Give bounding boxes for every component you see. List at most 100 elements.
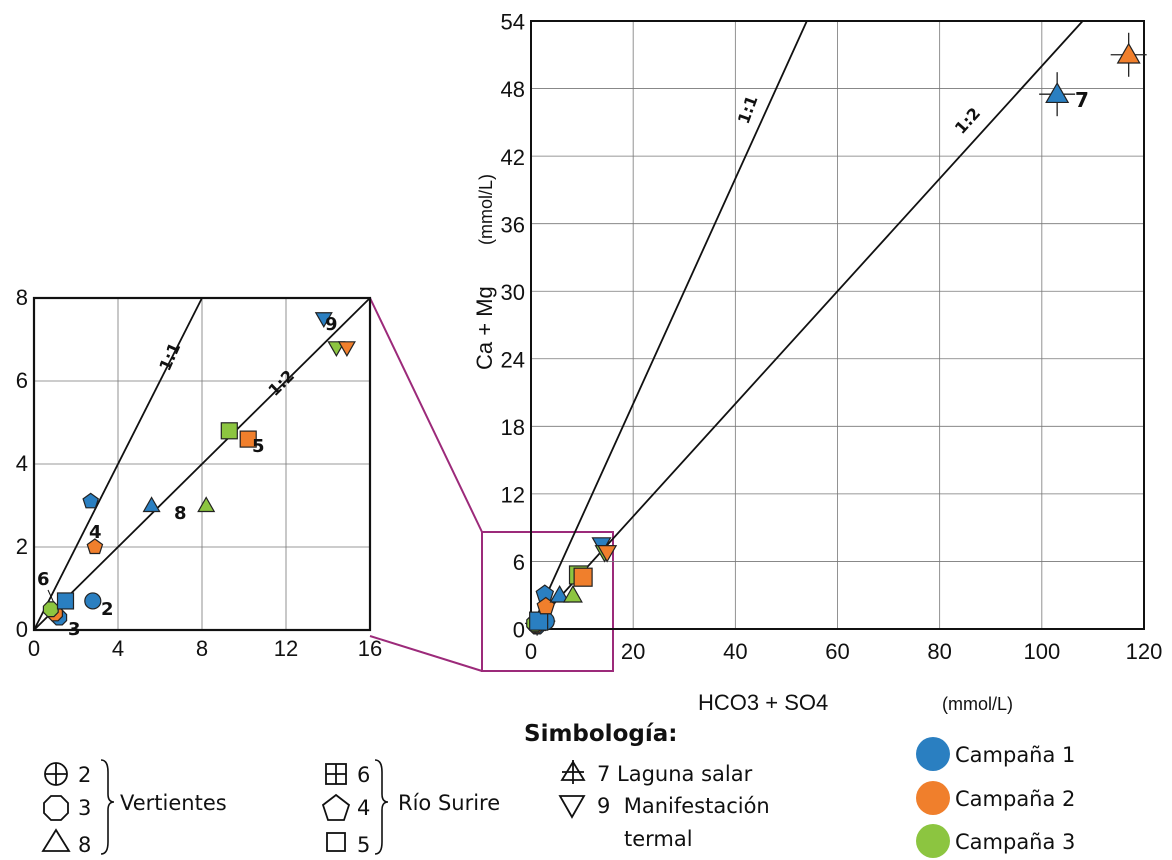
- y-tick-label: 6: [513, 550, 525, 575]
- point-label-7: 7: [1075, 88, 1089, 112]
- x-tick-label: 0: [28, 636, 40, 661]
- y-axis-label: Ca + Mg: [472, 286, 497, 370]
- ref-line-1-1: [530, 20, 808, 630]
- ref-line-label-1-1: 1:1: [155, 340, 184, 374]
- ref-line-1-2: [530, 20, 1084, 630]
- point-label-8: 8: [174, 503, 187, 524]
- x-tick-label: 16: [358, 636, 382, 661]
- x-tick-label: 60: [825, 639, 849, 664]
- legend-manifestacion-termal: 9 Manifestación: [597, 794, 770, 818]
- legend-octagon-icon: [43, 795, 69, 821]
- marker-pentagon: [536, 596, 556, 615]
- marker-triangle: [549, 585, 570, 603]
- y-tick-label: 18: [501, 415, 525, 440]
- y-tick-label: 12: [501, 483, 525, 508]
- y-tick-label: 6: [16, 368, 28, 393]
- y-tick-label: 0: [16, 617, 28, 642]
- point-label-5: 5: [252, 436, 265, 457]
- zoom-connector-bottom: [369, 635, 483, 672]
- marker-triangle: [1116, 42, 1141, 64]
- ref-line-1-2: [33, 297, 371, 631]
- y-tick-label: 42: [501, 145, 525, 170]
- marker-square: [220, 422, 238, 440]
- point-label-2: 2: [101, 599, 114, 620]
- legend-id-3: 3: [78, 796, 91, 820]
- x-tick-label: 12: [274, 636, 298, 661]
- marker-triangle: [562, 585, 583, 603]
- x-tick-label: 40: [723, 639, 747, 664]
- legend-triangle-icon: [41, 828, 71, 852]
- ref-line-1-1: [33, 297, 203, 631]
- legend-triangle-down-icon: [558, 795, 586, 819]
- legend-campaign-3: Campaña 3: [955, 830, 1075, 854]
- y-tick-label: 2: [16, 534, 28, 559]
- y-tick-label: 8: [16, 285, 28, 310]
- x-axis-label: HCO3 + SO4: [698, 690, 828, 715]
- legend-campaign-2-swatch: [916, 781, 950, 815]
- y-tick-label: 0: [513, 618, 525, 643]
- y-axis-unit: (mmol/L): [476, 174, 496, 245]
- legend-brace-icon: [374, 759, 389, 855]
- marker-triangle-down: [337, 341, 356, 358]
- legend-group-rio-surire: Río Surire: [398, 791, 500, 815]
- legend-id-2: 2: [78, 763, 91, 787]
- marker-triangle: [197, 496, 216, 513]
- x-tick-label: 80: [927, 639, 951, 664]
- ref-line-label-1-2: 1:2: [951, 104, 984, 138]
- point-label-6: 6: [37, 569, 50, 590]
- legend-circle-plus-icon: [44, 762, 68, 786]
- legend: Simbología: 2 3 8 Vertientes 6 4 5 Río S…: [41, 721, 1075, 858]
- legend-id-4: 4: [357, 796, 370, 820]
- ref-line-label-1-2: 1:2: [264, 366, 298, 400]
- marker-triangle-down: [597, 545, 618, 563]
- main-chart: Ca + Mg (mmol/L) HCO3 + SO4 (mmol/L) 1:1…: [472, 10, 1162, 715]
- marker-circle: [84, 592, 102, 610]
- marker-pentagon: [82, 492, 100, 509]
- marker-octagon: [42, 601, 59, 618]
- y-tick-label: 48: [501, 77, 525, 102]
- zoom-box: [481, 531, 614, 672]
- zoom-connector: [369, 297, 614, 672]
- y-tick-label: 54: [501, 10, 525, 35]
- legend-campaign-1-swatch: [916, 737, 950, 771]
- legend-id-6: 6: [357, 763, 370, 787]
- y-tick-label: 24: [501, 347, 525, 372]
- point-label-4: 4: [89, 522, 102, 543]
- marker-triangle-down: [314, 312, 333, 328]
- point-label-9: 9: [325, 314, 338, 335]
- legend-pentagon-icon: [321, 793, 351, 821]
- marker-triangle: [1045, 81, 1070, 104]
- inset-frame: [32, 296, 372, 632]
- ref-line-label-1-1: 1:1: [734, 93, 762, 126]
- marker-square: [529, 611, 549, 631]
- legend-title: Simbología:: [524, 721, 677, 747]
- y-tick-label: 30: [501, 280, 525, 305]
- legend-square-plus-icon: [325, 763, 347, 785]
- legend-triangle-plus-icon: [560, 760, 586, 784]
- marker-square: [56, 592, 75, 610]
- y-tick-label: 36: [501, 212, 525, 237]
- x-tick-label: 120: [1126, 639, 1163, 664]
- marker-triangle: [142, 496, 161, 513]
- legend-campaign-1: Campaña 1: [955, 743, 1075, 767]
- marker-pentagon: [86, 538, 104, 555]
- x-tick-label: 100: [1023, 639, 1060, 664]
- x-tick-label: 8: [196, 636, 208, 661]
- zoom-connector-top: [369, 297, 483, 533]
- x-tick-label: 4: [112, 636, 124, 661]
- y-tick-label: 4: [16, 451, 28, 476]
- legend-group-vertientes: Vertientes: [120, 791, 227, 815]
- legend-laguna-salar: 7 Laguna salar: [597, 762, 753, 786]
- legend-brace-icon: [100, 759, 115, 855]
- legend-manifestacion-termal-line2: termal: [624, 827, 693, 851]
- legend-campaign-3-swatch: [916, 824, 950, 858]
- marker-square: [239, 430, 257, 448]
- legend-id-5: 5: [357, 833, 370, 857]
- marker-square: [573, 567, 593, 587]
- x-tick-label: 20: [621, 639, 645, 664]
- plot-frame: [530, 20, 1145, 630]
- legend-square-icon: [326, 832, 346, 852]
- legend-id-8: 8: [78, 833, 91, 857]
